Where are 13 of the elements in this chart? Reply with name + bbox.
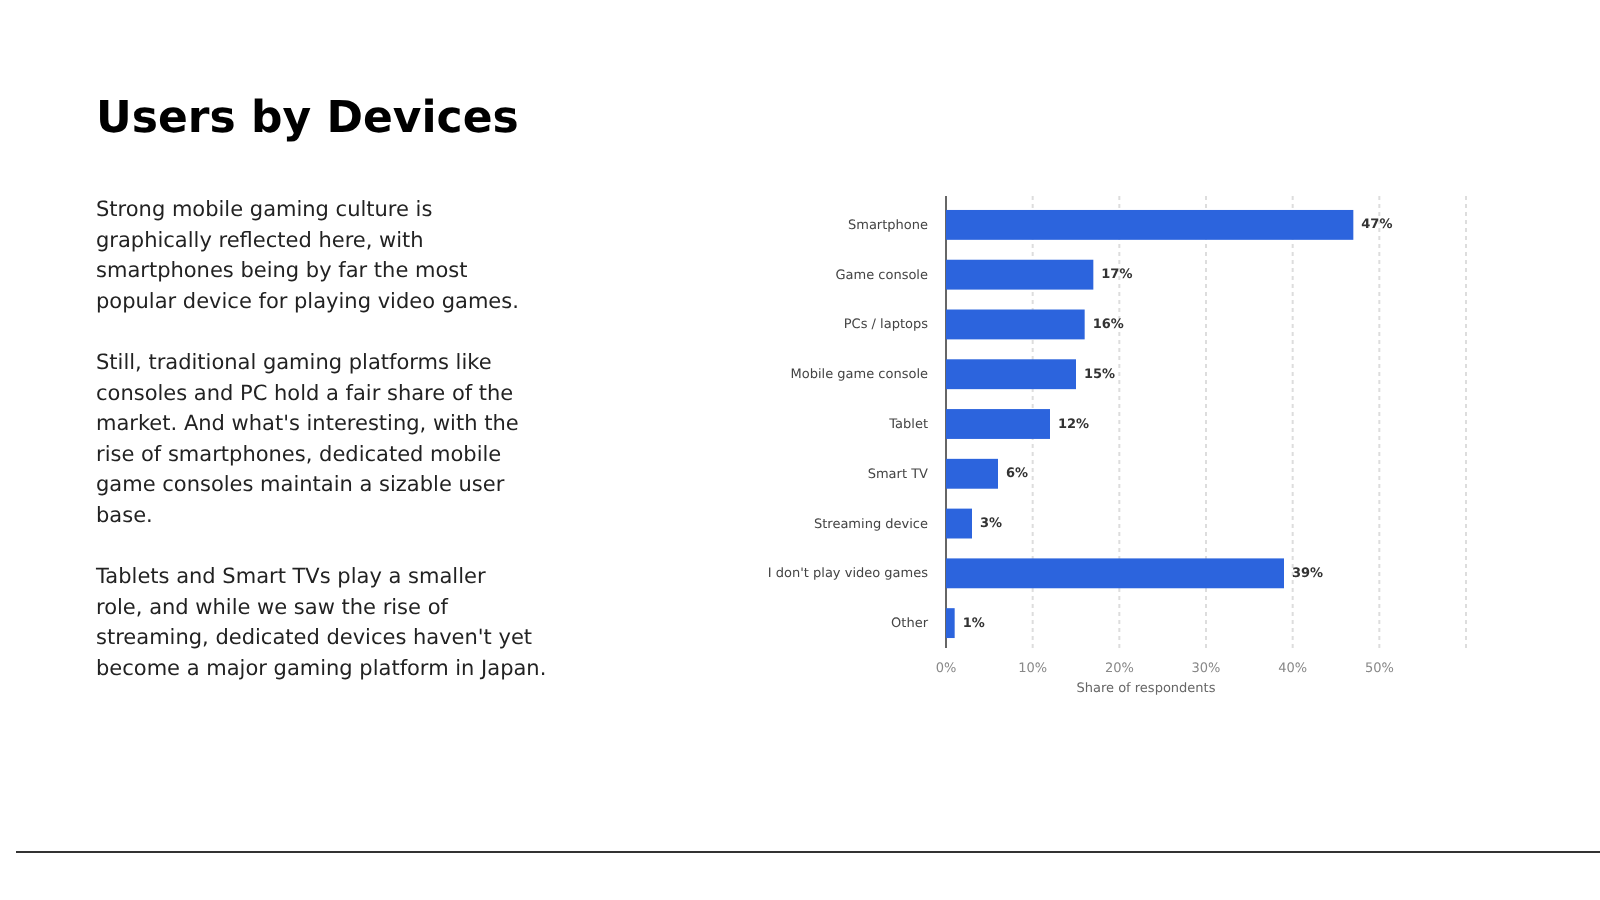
text: Strong mobile gaming culture is graphically reflected here, with smartphones being by far the most popular device for playing video games. <box>96 198 519 314</box>
bar <box>946 558 1284 589</box>
bar <box>946 309 1085 340</box>
bar <box>946 209 1354 240</box>
bar <box>946 508 972 539</box>
bar <box>946 458 998 489</box>
text: Still, traditional gaming platforms like consoles and PC hold a fair share of the market. And what's interesting, with the rise of smartphones, dedicated mobile game consoles maintain a sizable user base. <box>96 351 519 528</box>
bar <box>946 409 1050 439</box>
bar <box>946 359 1076 390</box>
text: Users by Devices <box>96 94 519 144</box>
text: Tablets and Smart TVs play a smaller role, and while we saw the rise of streaming, dedicated devices haven't yet become a major gaming platform in Japan. <box>94 565 547 681</box>
bar <box>946 259 1094 290</box>
bar <box>946 608 955 639</box>
